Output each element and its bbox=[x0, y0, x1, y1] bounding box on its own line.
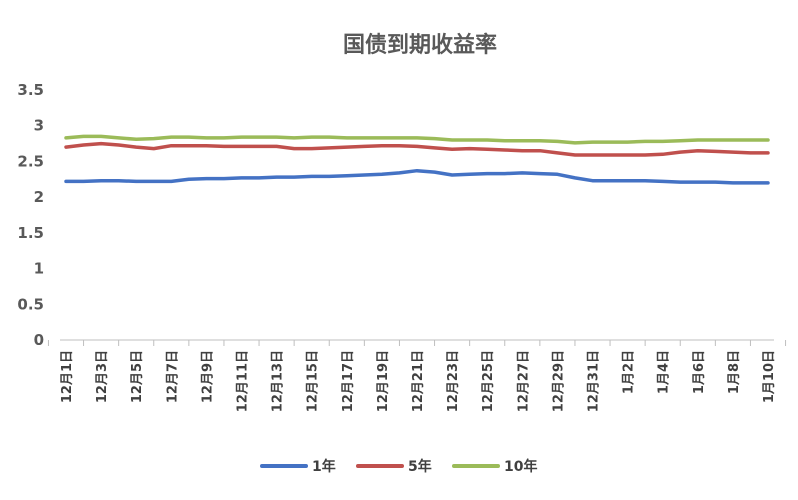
x-tick-label: 12月19日 bbox=[376, 350, 391, 412]
legend-label: 1年 bbox=[312, 458, 336, 475]
y-tick-label: 3.5 bbox=[17, 81, 44, 99]
x-tick-label: 12月7日 bbox=[165, 350, 180, 403]
y-tick-label: 1.5 bbox=[17, 224, 44, 242]
x-tick-label: 12月23日 bbox=[446, 350, 461, 412]
series-line-2 bbox=[64, 141, 770, 157]
x-tick-label: 12月21日 bbox=[411, 350, 426, 412]
y-tick-label: 0.5 bbox=[17, 295, 44, 313]
x-tick-label: 1月2日 bbox=[622, 350, 637, 394]
x-tick-label: 12月1日 bbox=[60, 350, 75, 403]
y-tick-label: 2 bbox=[34, 188, 44, 206]
x-tick-label: 12月25日 bbox=[481, 350, 496, 412]
series-line-3 bbox=[64, 134, 770, 145]
y-tick-label: 3 bbox=[34, 117, 44, 135]
legend: 1年 5年 10年 bbox=[260, 458, 537, 475]
x-tick-label: 1月6日 bbox=[692, 350, 707, 394]
x-tick-label: 12月27日 bbox=[516, 350, 531, 412]
legend-label: 5年 bbox=[408, 458, 432, 475]
x-tick-label: 1月4日 bbox=[657, 350, 672, 394]
series-line-1 bbox=[64, 168, 770, 185]
chart-title: 国债到期收益率 bbox=[343, 32, 497, 58]
x-tick-label: 12月11日 bbox=[236, 350, 251, 412]
x-tick-label: 12月31日 bbox=[587, 350, 602, 412]
x-tick-label: 1月10日 bbox=[762, 350, 777, 403]
y-tick-label: 1 bbox=[34, 260, 44, 278]
x-tick-label: 12月15日 bbox=[306, 350, 321, 412]
x-axis-tick-labels: 12月1日 12月3日 12月5日 12月7日 12月9日 12月11日 12月13日 12月… bbox=[60, 350, 777, 412]
y-tick-label: 0 bbox=[34, 331, 44, 349]
x-tick-label: 12月29日 bbox=[551, 350, 566, 412]
x-tick-label: 1月8日 bbox=[727, 350, 742, 394]
y-axis-tick-labels: 3.5 3 2.5 2 1.5 1 0.5 0 bbox=[17, 81, 44, 349]
x-axis bbox=[47, 339, 787, 346]
legend-label: 10年 bbox=[504, 458, 537, 475]
x-tick-label: 12月5日 bbox=[130, 350, 145, 403]
series-lines bbox=[64, 134, 770, 185]
x-tick-label: 12月3日 bbox=[95, 350, 110, 403]
x-tick-label: 12月17日 bbox=[341, 350, 356, 412]
y-tick-label: 2.5 bbox=[17, 152, 44, 170]
x-tick-label: 12月13日 bbox=[271, 350, 286, 412]
x-tick-label: 12月9日 bbox=[200, 350, 215, 403]
